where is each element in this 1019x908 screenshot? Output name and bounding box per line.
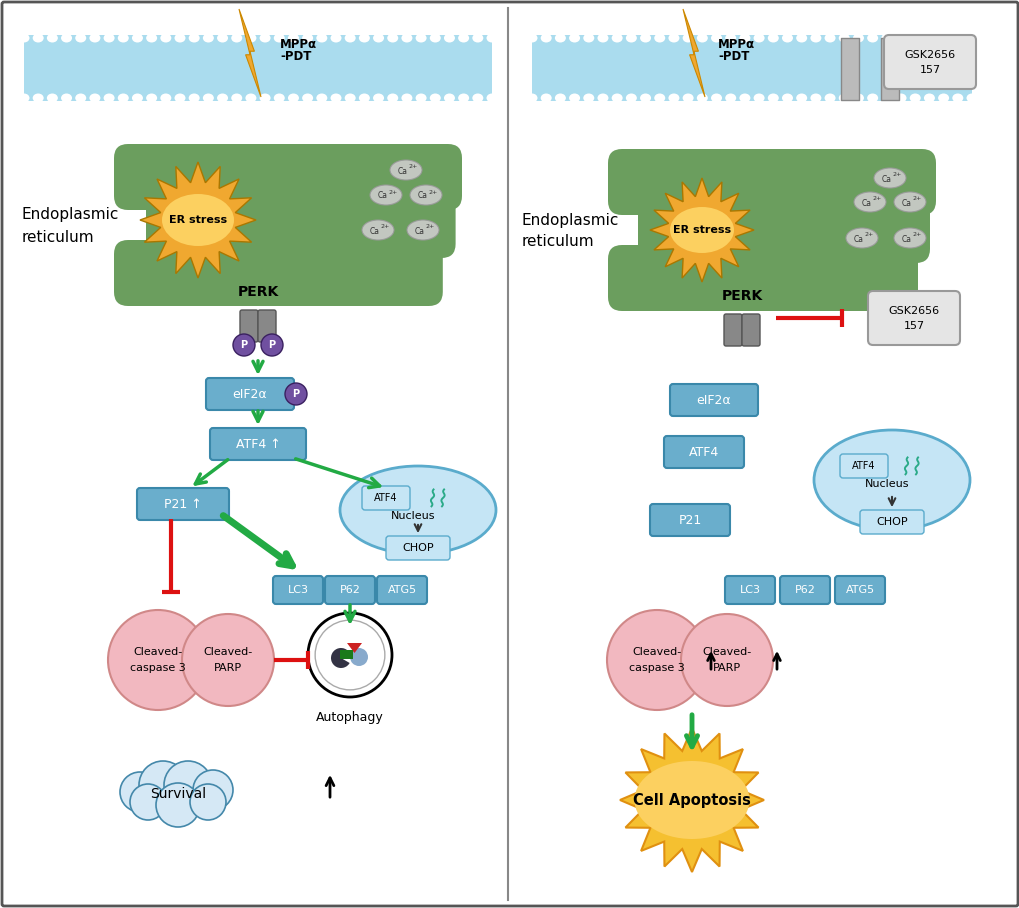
Ellipse shape <box>895 94 906 103</box>
Ellipse shape <box>823 94 835 103</box>
Ellipse shape <box>923 94 934 103</box>
Ellipse shape <box>639 34 650 43</box>
Circle shape <box>284 383 307 405</box>
Ellipse shape <box>160 94 171 103</box>
Text: Cleaved-: Cleaved- <box>702 647 751 657</box>
Ellipse shape <box>33 94 44 103</box>
Ellipse shape <box>231 34 242 43</box>
Ellipse shape <box>909 34 920 43</box>
Ellipse shape <box>682 34 693 43</box>
Ellipse shape <box>813 430 969 530</box>
Text: ATF4 ↑: ATF4 ↑ <box>235 438 280 450</box>
Ellipse shape <box>162 194 233 246</box>
FancyBboxPatch shape <box>723 314 741 346</box>
FancyBboxPatch shape <box>859 510 923 534</box>
Ellipse shape <box>909 94 920 103</box>
Ellipse shape <box>739 34 750 43</box>
Ellipse shape <box>415 34 426 43</box>
Text: Ca: Ca <box>418 192 428 201</box>
Ellipse shape <box>104 34 114 43</box>
Ellipse shape <box>373 94 384 103</box>
FancyBboxPatch shape <box>867 291 959 345</box>
Ellipse shape <box>597 34 608 43</box>
Ellipse shape <box>667 34 679 43</box>
Text: -PDT: -PDT <box>717 51 749 64</box>
Ellipse shape <box>410 185 441 205</box>
Ellipse shape <box>873 168 905 188</box>
Ellipse shape <box>838 94 849 103</box>
Ellipse shape <box>952 94 962 103</box>
FancyBboxPatch shape <box>663 436 743 468</box>
Bar <box>339 650 353 659</box>
Ellipse shape <box>316 94 327 103</box>
Ellipse shape <box>809 94 820 103</box>
Ellipse shape <box>682 94 693 103</box>
Ellipse shape <box>287 94 299 103</box>
Ellipse shape <box>189 34 200 43</box>
Ellipse shape <box>458 94 469 103</box>
Ellipse shape <box>526 34 537 43</box>
Ellipse shape <box>952 34 962 43</box>
Ellipse shape <box>370 185 401 205</box>
FancyBboxPatch shape <box>258 310 276 342</box>
Ellipse shape <box>583 94 594 103</box>
Text: ⌇⌇: ⌇⌇ <box>898 456 920 480</box>
Ellipse shape <box>47 94 58 103</box>
Ellipse shape <box>853 192 886 212</box>
Text: Cleaved-: Cleaved- <box>203 647 253 657</box>
Text: ATF4: ATF4 <box>374 493 397 503</box>
Text: Ca: Ca <box>901 234 911 243</box>
Bar <box>880 38 898 100</box>
Ellipse shape <box>893 228 925 248</box>
Text: Ca: Ca <box>397 166 408 175</box>
Text: P21: P21 <box>678 514 701 527</box>
FancyBboxPatch shape <box>637 197 929 263</box>
Ellipse shape <box>174 34 185 43</box>
Ellipse shape <box>767 34 779 43</box>
Circle shape <box>193 770 232 810</box>
Ellipse shape <box>246 34 256 43</box>
FancyBboxPatch shape <box>273 576 323 604</box>
Ellipse shape <box>611 94 622 103</box>
Ellipse shape <box>75 34 87 43</box>
Ellipse shape <box>61 34 72 43</box>
Text: Cleaved-: Cleaved- <box>133 647 182 657</box>
Ellipse shape <box>231 94 242 103</box>
Ellipse shape <box>75 94 87 103</box>
Ellipse shape <box>131 34 143 43</box>
Ellipse shape <box>217 34 228 43</box>
Ellipse shape <box>203 34 214 43</box>
Text: Ca: Ca <box>881 174 892 183</box>
Ellipse shape <box>626 34 636 43</box>
Circle shape <box>190 784 226 820</box>
Text: eIF2α: eIF2α <box>696 393 731 407</box>
FancyBboxPatch shape <box>669 384 757 416</box>
Ellipse shape <box>362 220 393 240</box>
FancyBboxPatch shape <box>649 504 730 536</box>
Text: Ca: Ca <box>415 226 425 235</box>
Ellipse shape <box>937 94 949 103</box>
Circle shape <box>120 772 160 812</box>
Polygon shape <box>140 162 256 278</box>
Ellipse shape <box>18 94 30 103</box>
Ellipse shape <box>174 94 185 103</box>
Text: Cell Apoptosis: Cell Apoptosis <box>633 793 750 807</box>
Text: P21 ↑: P21 ↑ <box>164 498 202 510</box>
Text: caspase 3: caspase 3 <box>130 663 185 673</box>
Text: reticulum: reticulum <box>522 234 594 250</box>
Ellipse shape <box>583 34 594 43</box>
Text: CHOP: CHOP <box>401 543 433 553</box>
Text: LC3: LC3 <box>287 585 308 595</box>
Text: ER stress: ER stress <box>673 225 731 235</box>
Ellipse shape <box>838 34 849 43</box>
Circle shape <box>261 334 282 356</box>
Ellipse shape <box>895 34 906 43</box>
Ellipse shape <box>401 34 412 43</box>
Text: 157: 157 <box>918 65 940 75</box>
Circle shape <box>681 614 772 706</box>
Text: MPPα: MPPα <box>280 37 317 51</box>
Text: Nucleus: Nucleus <box>864 479 908 489</box>
Text: 2+: 2+ <box>911 232 921 238</box>
Text: 157: 157 <box>903 321 923 331</box>
